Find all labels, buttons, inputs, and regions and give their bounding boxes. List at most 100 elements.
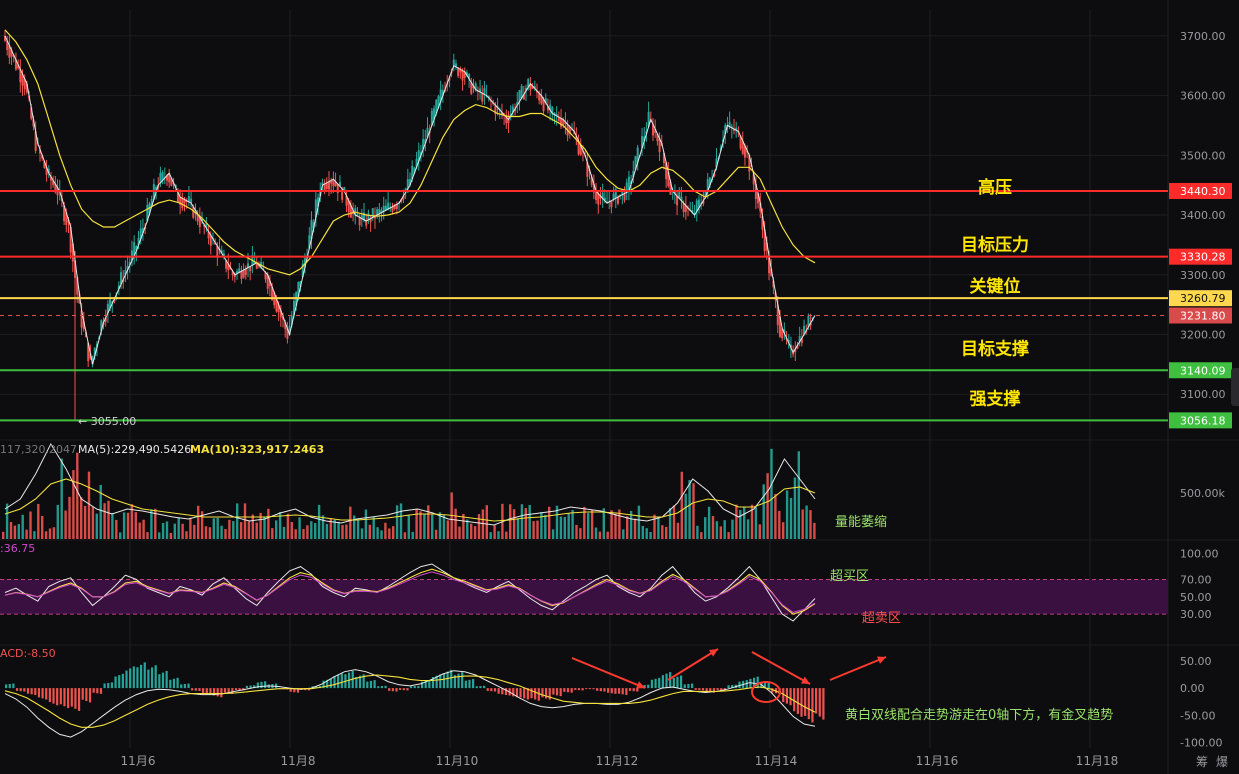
macd-hist-bar: [315, 686, 318, 689]
macd-hist-bar: [289, 688, 292, 692]
candle-body: [463, 71, 466, 78]
volume-bar: [146, 532, 149, 539]
candle-body: [338, 182, 341, 187]
macd-hist-bar: [15, 688, 19, 691]
macd-hist-bar: [176, 677, 179, 689]
volume-bar: [665, 526, 668, 539]
candle-body: [676, 195, 679, 206]
candle-body: [69, 226, 72, 253]
ma-fast-line: [4, 35, 816, 365]
candle-body: [21, 74, 24, 86]
macd-hist-bar: [738, 681, 741, 689]
macd-hist-bar: [92, 688, 95, 693]
volume-bar: [661, 525, 664, 539]
candle-body: [233, 274, 236, 277]
macd-hist-bar: [468, 679, 471, 689]
candle-body: [299, 281, 302, 287]
macd-hist-bar: [804, 688, 807, 716]
volume-bar: [637, 505, 641, 539]
candle-body: [730, 126, 733, 128]
volume-bar: [368, 524, 371, 539]
macd-hist-bar: [672, 677, 675, 689]
candle-body: [595, 191, 598, 200]
candle-body: [89, 353, 92, 359]
volume-bar: [509, 504, 512, 539]
macd-hist-bar: [811, 688, 814, 723]
volume-bar: [801, 509, 804, 539]
candle-body: [610, 200, 613, 208]
candle-body: [308, 235, 311, 249]
macd-hist-bar: [48, 688, 51, 702]
candle-body: [525, 87, 528, 91]
candle-body: [345, 195, 348, 206]
macd-hist-bar: [180, 684, 183, 689]
candle-body: [461, 70, 464, 81]
candle-body: [468, 74, 471, 79]
candle-body: [225, 260, 228, 269]
volume-bar: [134, 512, 137, 539]
candle-body: [483, 87, 486, 95]
macd-hist-bar: [763, 682, 767, 689]
candle-body: [104, 317, 107, 322]
macd-panel: ACD:-8.50 黄白双线配合走势游走在0轴下方，有金叉趋势: [0, 647, 1113, 738]
volume-bar: [711, 516, 715, 539]
macd-hist-bar: [442, 673, 446, 689]
candle-body: [415, 158, 418, 168]
macd-hist-bar: [136, 667, 139, 689]
macd-hist-bar: [680, 675, 683, 689]
macd-hist-bar: [212, 688, 216, 696]
volume-bar: [111, 512, 114, 539]
macd-hist-bar: [647, 684, 650, 689]
volume-bar: [17, 524, 20, 539]
date-tick-5: 11月16: [916, 754, 959, 768]
macd-hist-bar: [632, 688, 635, 692]
volume-bar: [571, 509, 574, 539]
volume-bar: [282, 526, 286, 539]
macd-hist-bar: [99, 688, 103, 694]
macd-hist-bar: [607, 688, 610, 693]
volume-bar: [142, 519, 145, 539]
volume-bar: [470, 523, 473, 539]
macd-hist-bar: [26, 688, 30, 694]
candle-body: [643, 136, 646, 141]
volume-bar: [395, 505, 399, 539]
volume-bar: [275, 520, 278, 539]
volume-bar: [454, 508, 457, 539]
macd-hist-bar: [577, 688, 581, 691]
macd-hist-bar: [202, 688, 205, 694]
macd-hist-bar: [749, 678, 752, 689]
candle-body: [314, 199, 317, 218]
candle-body: [330, 180, 333, 184]
candle-body: [763, 229, 766, 252]
macd-hist-bar: [96, 688, 99, 694]
volume-bar: [750, 504, 754, 539]
volume-bar: [48, 528, 52, 539]
candle-body: [546, 106, 549, 111]
candle-body: [656, 133, 659, 142]
volume-bar: [107, 500, 110, 539]
macd-hist-bar: [384, 685, 387, 689]
candle-body: [733, 129, 735, 131]
candle-body: [426, 127, 429, 138]
candle-body: [255, 262, 258, 269]
macd-hist-bar: [8, 683, 11, 689]
macd-hist-bar: [417, 685, 420, 689]
macd-hist-bar: [307, 688, 311, 691]
macd-hist-bar: [245, 685, 249, 689]
candle-body: [133, 242, 136, 256]
volume-bar: [298, 517, 301, 539]
trend-arrow-0: [571, 657, 646, 689]
candle-body: [798, 336, 801, 342]
volume-bar: [208, 527, 212, 539]
macd-hist-bar: [209, 688, 212, 695]
macd-hist-bar: [486, 688, 489, 691]
panel-resize-handle[interactable]: [1231, 368, 1239, 406]
candle-body: [603, 197, 606, 201]
candle-body: [279, 310, 282, 318]
candle-body: [538, 93, 541, 101]
volume-bar: [442, 515, 446, 539]
candle-body: [652, 124, 654, 136]
candle-body: [448, 77, 451, 81]
